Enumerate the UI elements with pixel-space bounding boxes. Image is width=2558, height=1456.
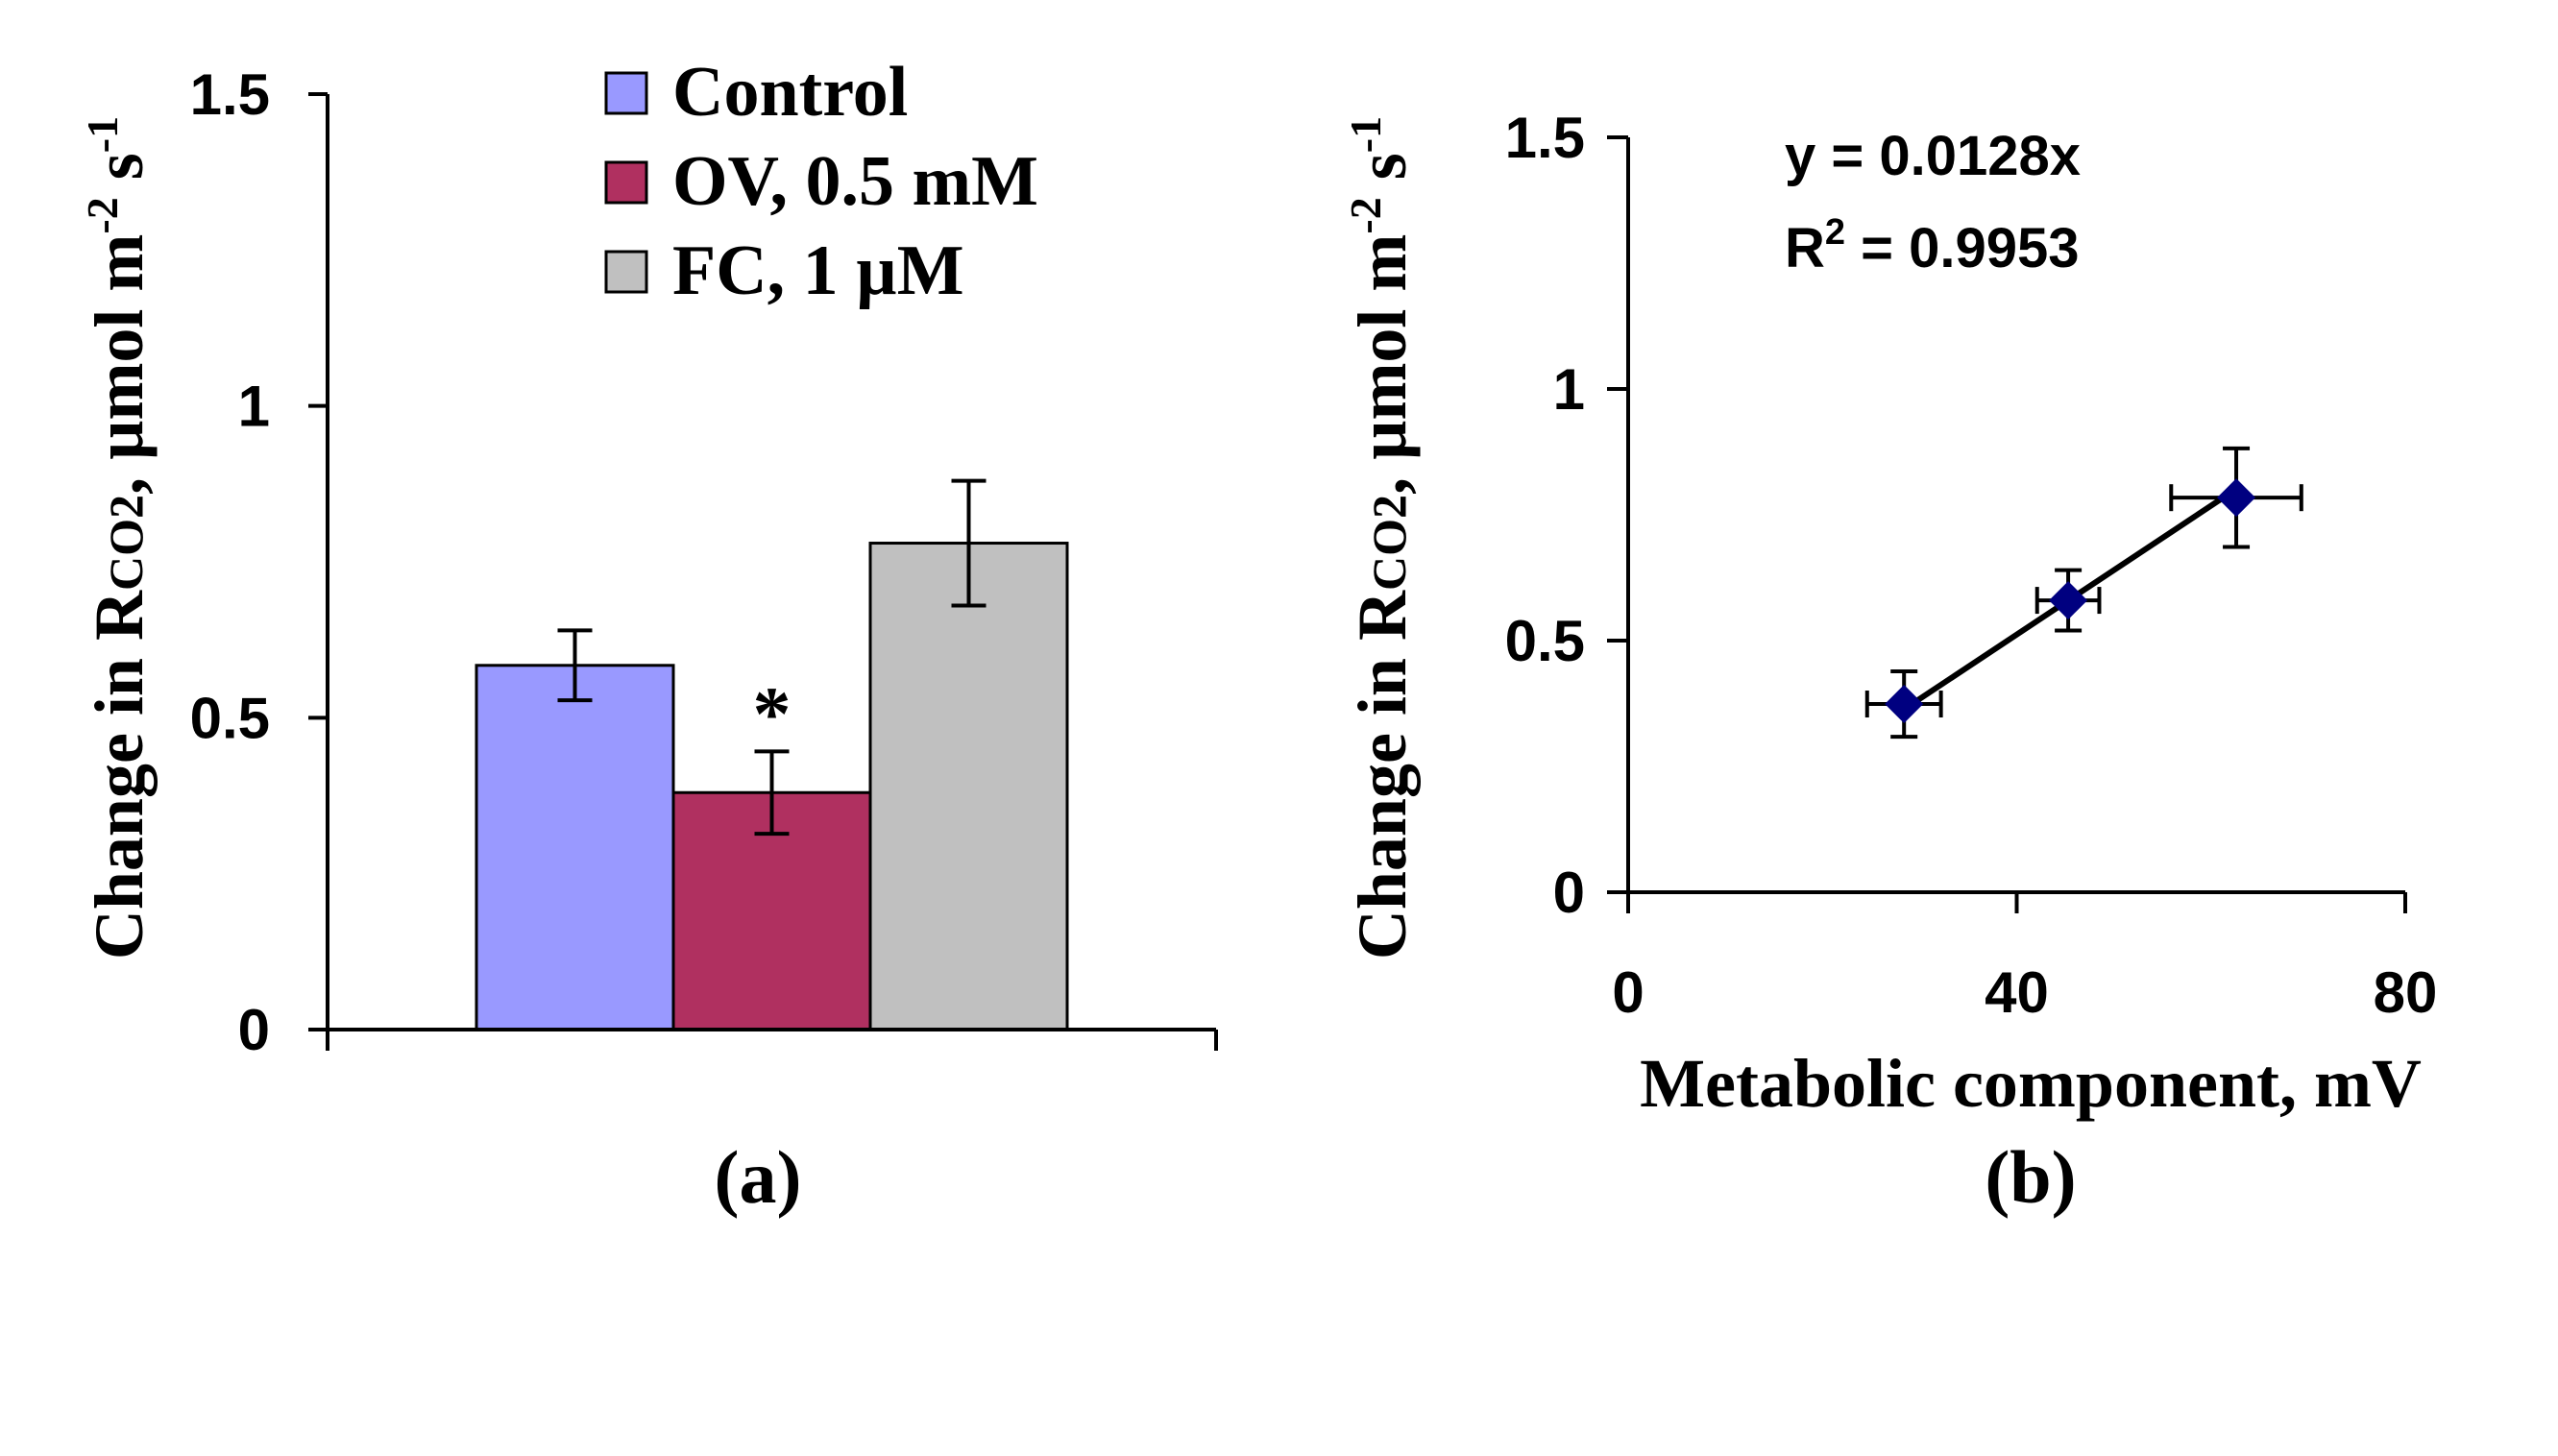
legend-label: Control (672, 53, 908, 132)
chart-b-ylabel: Change in RCO2, µmol m-2 s-1 (1341, 116, 1421, 959)
legend-label: FC, 1 µM (672, 231, 964, 310)
y-tick-label: 0 (1553, 861, 1585, 925)
x-tick-label: 40 (1985, 960, 2049, 1025)
legend-swatch (604, 250, 648, 294)
chart-b: 0 0.5 1 1.5 0 40 80 (1505, 106, 2438, 1025)
y-tick-label: 0.5 (190, 686, 270, 750)
bar (868, 542, 1069, 1031)
y-tick-label: 1 (1553, 357, 1585, 422)
chart-a-panel-label: (a) (715, 1135, 802, 1219)
data-point (2217, 478, 2256, 518)
data-point (2049, 581, 2088, 620)
chart-b-xlabel: Metabolic component, mV (1640, 1045, 2422, 1122)
chart-a: Control * OV, 0.5 mM FC, 1 µM 0 0.5 1 1.5 (190, 53, 1218, 1062)
chart-a-ylabel: Change in RCO2, µmol m-2 s-1 (78, 116, 158, 959)
x-tick-label: 80 (2374, 960, 2438, 1025)
y-tick-label: 1 (238, 375, 270, 439)
y-tick-label: 0 (238, 998, 270, 1062)
r-squared: R2 = 0.9953 (1785, 212, 2080, 279)
bar (475, 664, 675, 1031)
legend-swatch (604, 160, 648, 205)
y-tick-label: 1.5 (1505, 106, 1585, 170)
data-point (1885, 685, 1924, 724)
legend-label: OV, 0.5 mM (672, 142, 1038, 221)
trendline-equation: y = 0.0128x (1785, 125, 2081, 187)
chart-b-panel-label: (b) (1985, 1135, 2076, 1219)
y-tick-label: 1.5 (190, 62, 270, 127)
significance-marker: * (753, 672, 792, 757)
legend-swatch (604, 71, 648, 115)
y-tick-label: 0.5 (1505, 609, 1585, 673)
x-tick-label: 0 (1612, 960, 1644, 1025)
